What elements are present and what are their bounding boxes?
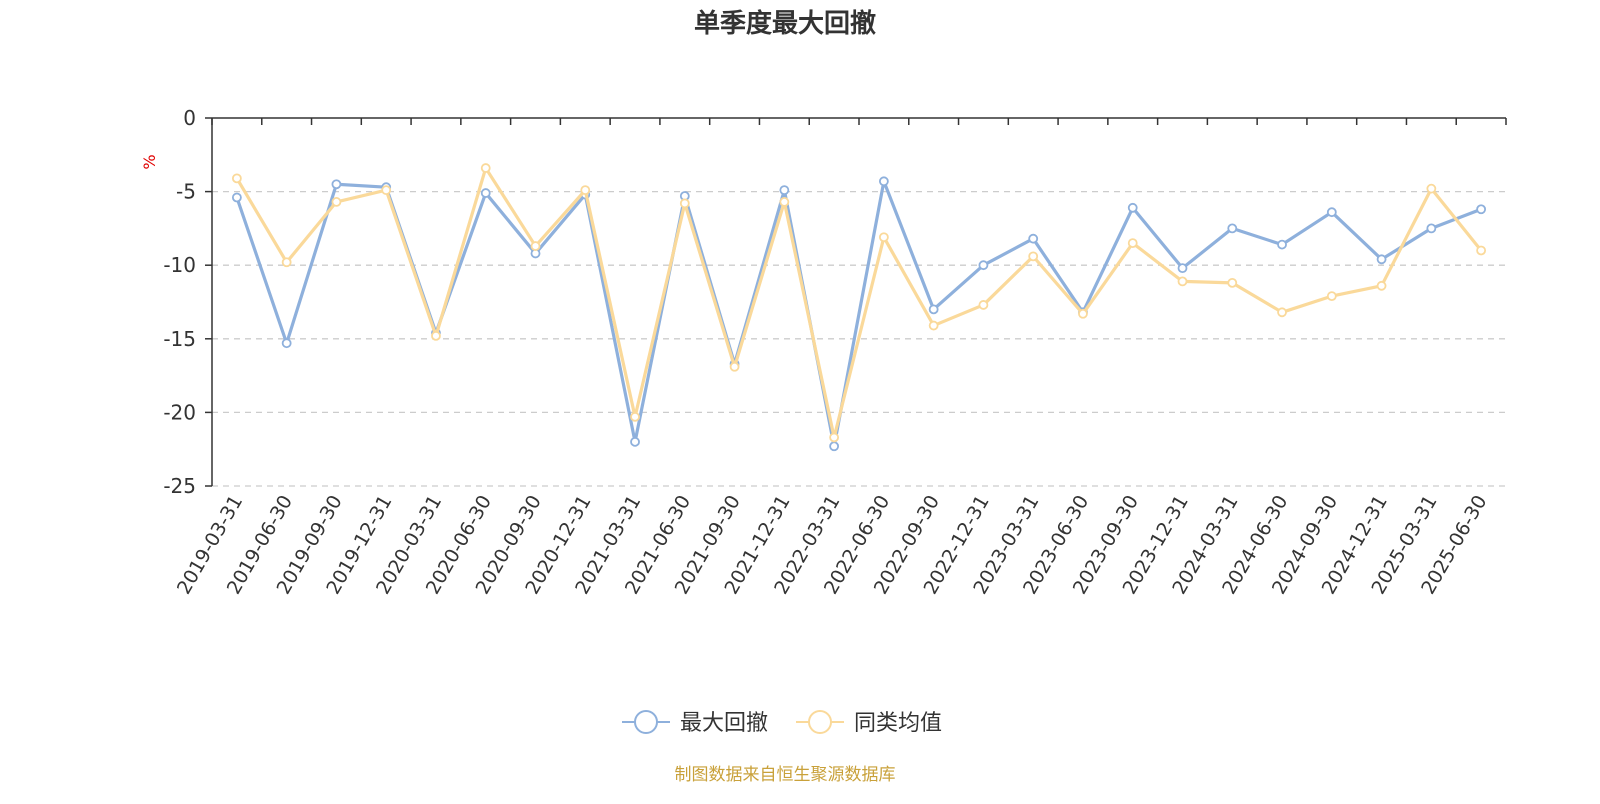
legend-item[interactable]: 最大回撤	[622, 710, 768, 736]
data-point	[978, 300, 989, 310]
data-source-note: 制图数据来自恒生聚源数据库	[675, 765, 896, 785]
data-point	[878, 232, 889, 243]
data-point	[1177, 276, 1188, 287]
data-point	[1227, 277, 1238, 288]
y-tick-label: -5	[176, 180, 196, 204]
legend-marker-icon	[808, 710, 832, 734]
legend-marker-icon	[634, 710, 658, 734]
series-lines	[231, 163, 1487, 452]
data-point	[1028, 251, 1039, 262]
data-point	[878, 176, 889, 187]
data-point	[928, 304, 939, 315]
y-tick-label: -10	[163, 253, 196, 277]
data-point	[1227, 223, 1238, 234]
data-point	[1127, 202, 1138, 213]
data-point	[231, 173, 242, 184]
data-point	[978, 260, 989, 271]
legend-label: 最大回撤	[680, 711, 768, 736]
data-point	[729, 361, 740, 372]
data-point	[1426, 183, 1437, 194]
data-point	[1177, 263, 1188, 274]
data-point	[580, 185, 591, 196]
y-tick-label: -15	[163, 327, 196, 351]
series-同类均值	[231, 163, 1487, 443]
x-axis-tick-labels: 2019-03-312019-06-302019-09-302019-12-31…	[173, 492, 1491, 599]
data-point	[779, 185, 790, 196]
chart-title: 单季度最大回撤	[694, 8, 876, 39]
data-point	[431, 330, 441, 341]
data-point	[1127, 238, 1138, 249]
data-point	[331, 197, 342, 207]
data-point	[829, 432, 840, 443]
data-point	[281, 257, 292, 268]
data-point	[630, 436, 640, 447]
series-最大回撤	[231, 176, 1487, 452]
data-point	[1426, 223, 1437, 234]
legend-label: 同类均值	[854, 711, 942, 736]
data-point	[381, 185, 392, 196]
series-line	[235, 166, 1483, 440]
y-axis-unit-label: %	[140, 154, 159, 169]
data-point	[1476, 245, 1487, 256]
data-point	[1476, 204, 1487, 215]
data-point	[480, 188, 491, 198]
legend: 最大回撤 同类均值	[622, 710, 942, 736]
grid-lines	[212, 190, 1506, 487]
y-tick-label: 0	[183, 106, 196, 130]
data-point	[1376, 254, 1387, 265]
data-point	[1376, 280, 1387, 291]
data-point	[231, 192, 242, 203]
series-line	[235, 179, 1483, 448]
data-point	[480, 163, 491, 173]
data-point	[679, 198, 690, 209]
data-point	[779, 197, 790, 207]
y-tick-label: -20	[163, 400, 196, 424]
legend-item[interactable]: 同类均值	[796, 710, 942, 736]
data-point	[530, 241, 541, 251]
data-point	[331, 179, 342, 190]
data-point	[1277, 239, 1287, 250]
data-point	[829, 441, 840, 452]
data-point	[630, 411, 640, 422]
data-point	[1028, 233, 1039, 244]
data-point	[1326, 207, 1337, 218]
data-point	[928, 320, 939, 331]
data-point	[1078, 308, 1088, 319]
axes	[205, 117, 1507, 487]
data-point	[1277, 307, 1287, 318]
y-axis-tick-labels: 0 -5 -10 -15 -20 -25	[163, 106, 196, 498]
y-tick-label: -25	[163, 474, 196, 498]
data-point	[1326, 291, 1337, 302]
data-point	[281, 338, 292, 349]
